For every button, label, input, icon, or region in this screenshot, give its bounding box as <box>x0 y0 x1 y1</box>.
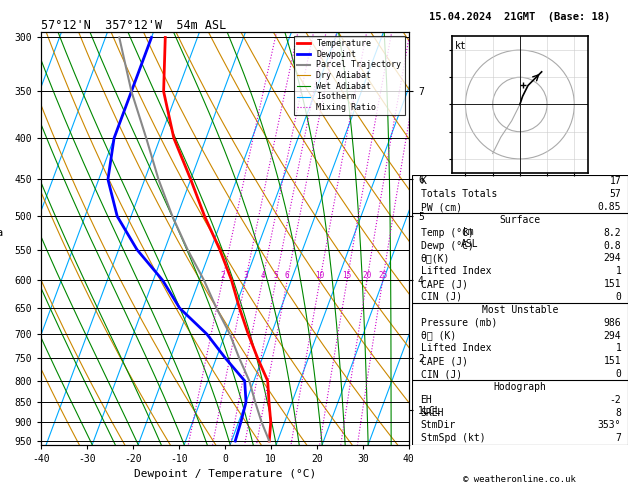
Text: Hodograph: Hodograph <box>493 382 547 392</box>
Text: 1: 1 <box>615 343 621 353</box>
Text: StmSpd (kt): StmSpd (kt) <box>421 433 485 443</box>
Y-axis label: hPa: hPa <box>0 228 4 238</box>
Text: Temp (°C): Temp (°C) <box>421 228 474 238</box>
Text: CIN (J): CIN (J) <box>421 369 462 379</box>
Text: SREH: SREH <box>421 408 444 417</box>
Text: -2: -2 <box>610 395 621 405</box>
Text: Dewp (°C): Dewp (°C) <box>421 241 474 251</box>
Text: θᴜ (K): θᴜ (K) <box>421 330 456 341</box>
Text: 151: 151 <box>604 356 621 366</box>
Text: 0: 0 <box>615 369 621 379</box>
Text: 294: 294 <box>604 253 621 263</box>
Text: CIN (J): CIN (J) <box>421 292 462 302</box>
Text: Most Unstable: Most Unstable <box>482 305 558 315</box>
Text: 17: 17 <box>610 176 621 187</box>
Text: 1: 1 <box>615 266 621 277</box>
Text: 7: 7 <box>615 433 621 443</box>
Text: 57°12'N  357°12'W  54m ASL: 57°12'N 357°12'W 54m ASL <box>41 18 226 32</box>
Text: 15: 15 <box>342 271 352 280</box>
Text: 25: 25 <box>378 271 387 280</box>
Text: 151: 151 <box>604 279 621 289</box>
Text: 8.2: 8.2 <box>604 228 621 238</box>
Text: 294: 294 <box>604 330 621 341</box>
Legend: Temperature, Dewpoint, Parcel Trajectory, Dry Adiabat, Wet Adiabat, Isotherm, Mi: Temperature, Dewpoint, Parcel Trajectory… <box>294 36 404 115</box>
Text: θᴜ(K): θᴜ(K) <box>421 253 450 263</box>
Text: 57: 57 <box>610 189 621 199</box>
Text: 20: 20 <box>362 271 372 280</box>
Text: Lifted Index: Lifted Index <box>421 343 491 353</box>
Text: 0: 0 <box>615 292 621 302</box>
Text: Totals Totals: Totals Totals <box>421 189 497 199</box>
Text: PW (cm): PW (cm) <box>421 202 462 212</box>
Text: 986: 986 <box>604 318 621 328</box>
Text: K: K <box>421 176 426 187</box>
Text: 3: 3 <box>243 271 248 280</box>
Text: Surface: Surface <box>499 215 540 225</box>
Text: CAPE (J): CAPE (J) <box>421 356 467 366</box>
Text: 0.85: 0.85 <box>598 202 621 212</box>
Text: 4: 4 <box>260 271 265 280</box>
Text: 15.04.2024  21GMT  (Base: 18): 15.04.2024 21GMT (Base: 18) <box>429 12 611 22</box>
Text: 10: 10 <box>315 271 325 280</box>
Text: Pressure (mb): Pressure (mb) <box>421 318 497 328</box>
Text: © weatheronline.co.uk: © weatheronline.co.uk <box>464 474 576 484</box>
Y-axis label: km
ASL: km ASL <box>460 227 478 249</box>
Text: EH: EH <box>421 395 432 405</box>
Text: 5: 5 <box>274 271 278 280</box>
Text: Lifted Index: Lifted Index <box>421 266 491 277</box>
Text: 353°: 353° <box>598 420 621 431</box>
Text: 6: 6 <box>285 271 289 280</box>
Text: 2: 2 <box>220 271 225 280</box>
Text: CAPE (J): CAPE (J) <box>421 279 467 289</box>
Text: StmDir: StmDir <box>421 420 456 431</box>
Text: 8: 8 <box>615 408 621 417</box>
Text: kt: kt <box>455 40 466 51</box>
Text: 0.8: 0.8 <box>604 241 621 251</box>
X-axis label: Dewpoint / Temperature (°C): Dewpoint / Temperature (°C) <box>134 469 316 479</box>
